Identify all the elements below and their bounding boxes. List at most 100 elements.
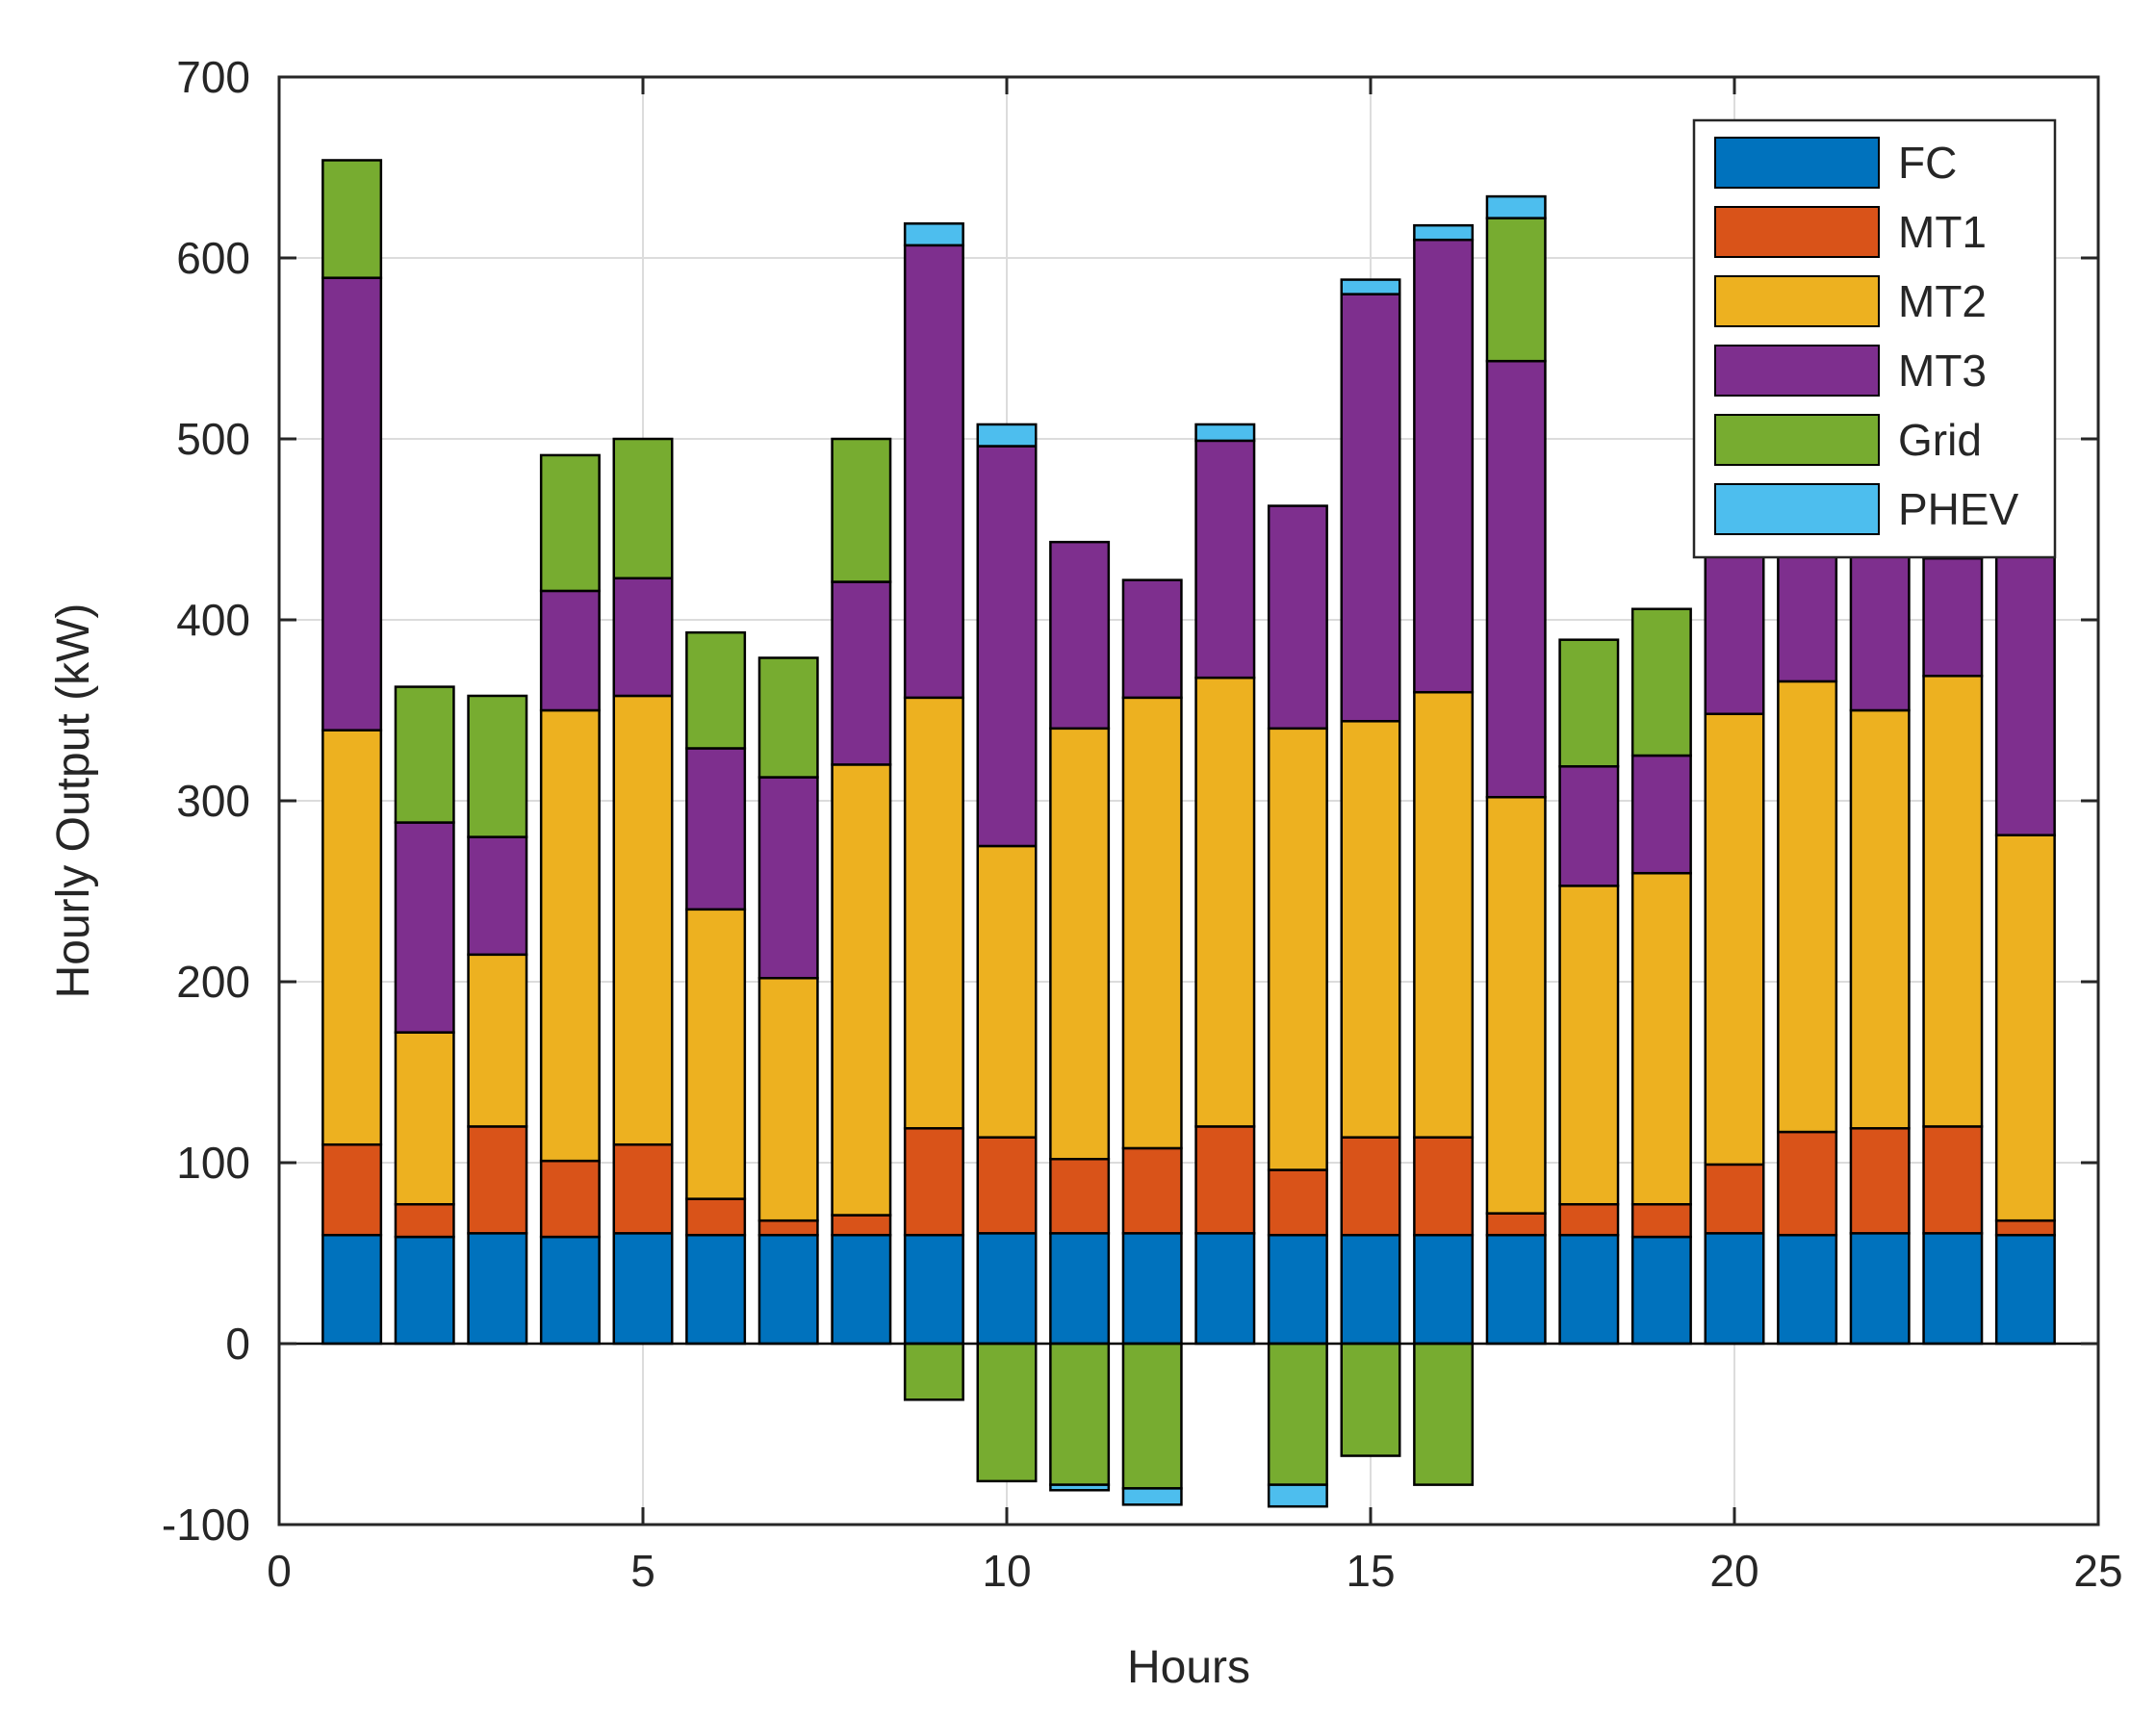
bar-fc-hour-11 bbox=[1049, 1232, 1111, 1346]
x-tick-label: 15 bbox=[1346, 1546, 1395, 1596]
bar-mt2-hour-17 bbox=[1485, 795, 1547, 1215]
bar-fc-hour-20 bbox=[1704, 1232, 1765, 1346]
bar-mt2-hour-10 bbox=[976, 844, 1038, 1139]
bar-mt1-hour-12 bbox=[1121, 1146, 1183, 1235]
bar-fc-hour-4 bbox=[539, 1235, 601, 1346]
legend-swatch-mt1 bbox=[1714, 206, 1880, 258]
bar-mt1-hour-5 bbox=[612, 1142, 674, 1235]
bar-grid-hour-10 bbox=[976, 1342, 1038, 1483]
bar-mt2-hour-5 bbox=[612, 694, 674, 1146]
bar-grid-hour-17 bbox=[1485, 217, 1547, 363]
x-tick-label: 10 bbox=[982, 1546, 1031, 1596]
bar-mt1-hour-4 bbox=[539, 1159, 601, 1239]
legend-swatch-mt3 bbox=[1714, 345, 1880, 397]
y-tick-label: 700 bbox=[176, 52, 250, 102]
bar-fc-hour-21 bbox=[1777, 1233, 1838, 1346]
bar-grid-hour-6 bbox=[685, 630, 747, 750]
bar-mt1-hour-6 bbox=[685, 1197, 747, 1237]
bar-mt1-hour-22 bbox=[1849, 1127, 1911, 1235]
bar-grid-hour-9 bbox=[903, 1342, 964, 1401]
bar-fc-hour-24 bbox=[1994, 1233, 2056, 1346]
bar-mt1-hour-14 bbox=[1267, 1168, 1328, 1237]
bar-phev-hour-15 bbox=[1340, 278, 1401, 295]
bar-mt3-hour-2 bbox=[394, 821, 455, 1034]
bar-fc-hour-2 bbox=[394, 1235, 455, 1346]
bar-mt3-hour-9 bbox=[903, 244, 964, 700]
bar-phev-hour-10 bbox=[976, 423, 1038, 448]
axes bbox=[277, 75, 2100, 1527]
bar-mt3-hour-14 bbox=[1267, 504, 1328, 731]
bar-mt2-hour-23 bbox=[1922, 675, 1984, 1128]
bar-phev-hour-14 bbox=[1267, 1483, 1328, 1508]
bar-mt3-hour-23 bbox=[1922, 556, 1984, 678]
bar-mt1-hour-21 bbox=[1777, 1130, 1838, 1237]
bar-fc-hour-5 bbox=[612, 1232, 674, 1346]
legend-label-grid: Grid bbox=[1898, 415, 1982, 465]
bar-fc-hour-18 bbox=[1558, 1233, 1620, 1346]
bar-phev-hour-11 bbox=[1049, 1483, 1111, 1492]
bar-fc-hour-6 bbox=[685, 1233, 747, 1346]
bar-grid-hour-3 bbox=[467, 694, 528, 838]
x-axis-label: Hours bbox=[1127, 1642, 1250, 1693]
bar-mt2-hour-7 bbox=[757, 976, 819, 1222]
bar-grid-hour-18 bbox=[1558, 638, 1620, 768]
legend-label-fc: FC bbox=[1898, 138, 1957, 188]
bar-fc-hour-19 bbox=[1630, 1235, 1692, 1346]
bar-mt2-hour-9 bbox=[903, 696, 964, 1130]
bar-phev-hour-12 bbox=[1121, 1487, 1183, 1506]
bar-mt1-hour-16 bbox=[1413, 1136, 1475, 1237]
bar-mt1-hour-24 bbox=[1994, 1219, 2056, 1237]
bar-phev-hour-17 bbox=[1485, 194, 1547, 219]
x-tick-label: 20 bbox=[1709, 1546, 1758, 1596]
bar-mt2-hour-13 bbox=[1194, 676, 1256, 1128]
bar-mt2-hour-21 bbox=[1777, 680, 1838, 1134]
bar-fc-hour-23 bbox=[1922, 1232, 1984, 1346]
bar-fc-hour-15 bbox=[1340, 1233, 1401, 1346]
bar-mt3-hour-12 bbox=[1121, 578, 1183, 700]
legend: FC MT1 MT2 MT3 Grid PHEV bbox=[1692, 118, 2057, 559]
bar-mt3-hour-13 bbox=[1194, 439, 1256, 680]
x-tick-label: 25 bbox=[2073, 1546, 2122, 1596]
bar-mt2-hour-4 bbox=[539, 708, 601, 1163]
bar-grid-hour-16 bbox=[1413, 1342, 1475, 1486]
bar-phev-hour-16 bbox=[1413, 223, 1475, 242]
x-tick-label: 5 bbox=[630, 1546, 655, 1596]
x-tick-label: 0 bbox=[267, 1546, 292, 1596]
bar-mt2-hour-15 bbox=[1340, 720, 1401, 1139]
bar-mt3-hour-16 bbox=[1413, 238, 1475, 694]
bar-mt1-hour-11 bbox=[1049, 1157, 1111, 1235]
bar-grid-hour-8 bbox=[831, 437, 892, 583]
bar-mt1-hour-9 bbox=[903, 1127, 964, 1237]
bar-mt1-hour-13 bbox=[1194, 1125, 1256, 1235]
bar-phev-hour-9 bbox=[903, 222, 964, 247]
bar-mt2-hour-14 bbox=[1267, 727, 1328, 1171]
bar-mt3-hour-10 bbox=[976, 445, 1038, 848]
y-tick-label: 0 bbox=[225, 1319, 250, 1369]
bar-mt2-hour-18 bbox=[1558, 885, 1620, 1206]
legend-label-mt1: MT1 bbox=[1898, 207, 1987, 257]
bar-fc-hour-17 bbox=[1485, 1233, 1547, 1346]
bar-mt3-hour-19 bbox=[1630, 754, 1692, 875]
y-axis-label: Hourly Output (kW) bbox=[48, 603, 99, 999]
bar-mt1-hour-10 bbox=[976, 1136, 1038, 1235]
bar-mt1-hour-15 bbox=[1340, 1136, 1401, 1237]
legend-swatch-phev bbox=[1714, 483, 1880, 535]
bar-grid-hour-15 bbox=[1340, 1342, 1401, 1457]
bar-mt2-hour-12 bbox=[1121, 696, 1183, 1150]
legend-label-mt3: MT3 bbox=[1898, 346, 1987, 396]
bar-grid-hour-4 bbox=[539, 453, 601, 593]
bar-mt3-hour-15 bbox=[1340, 293, 1401, 723]
y-tick-label: 500 bbox=[176, 414, 250, 464]
bar-mt2-hour-19 bbox=[1630, 871, 1692, 1206]
bar-fc-hour-12 bbox=[1121, 1232, 1183, 1346]
y-tick-label: 600 bbox=[176, 233, 250, 283]
bar-mt3-hour-3 bbox=[467, 835, 528, 957]
bar-mt2-hour-20 bbox=[1704, 712, 1765, 1167]
y-tick-label: 300 bbox=[176, 776, 250, 826]
bar-fc-hour-22 bbox=[1849, 1232, 1911, 1346]
bar-fc-hour-3 bbox=[467, 1232, 528, 1346]
bar-mt1-hour-19 bbox=[1630, 1202, 1692, 1239]
bar-mt1-hour-8 bbox=[831, 1214, 892, 1237]
bar-grid-hour-12 bbox=[1121, 1342, 1183, 1490]
bar-mt1-hour-17 bbox=[1485, 1212, 1547, 1237]
